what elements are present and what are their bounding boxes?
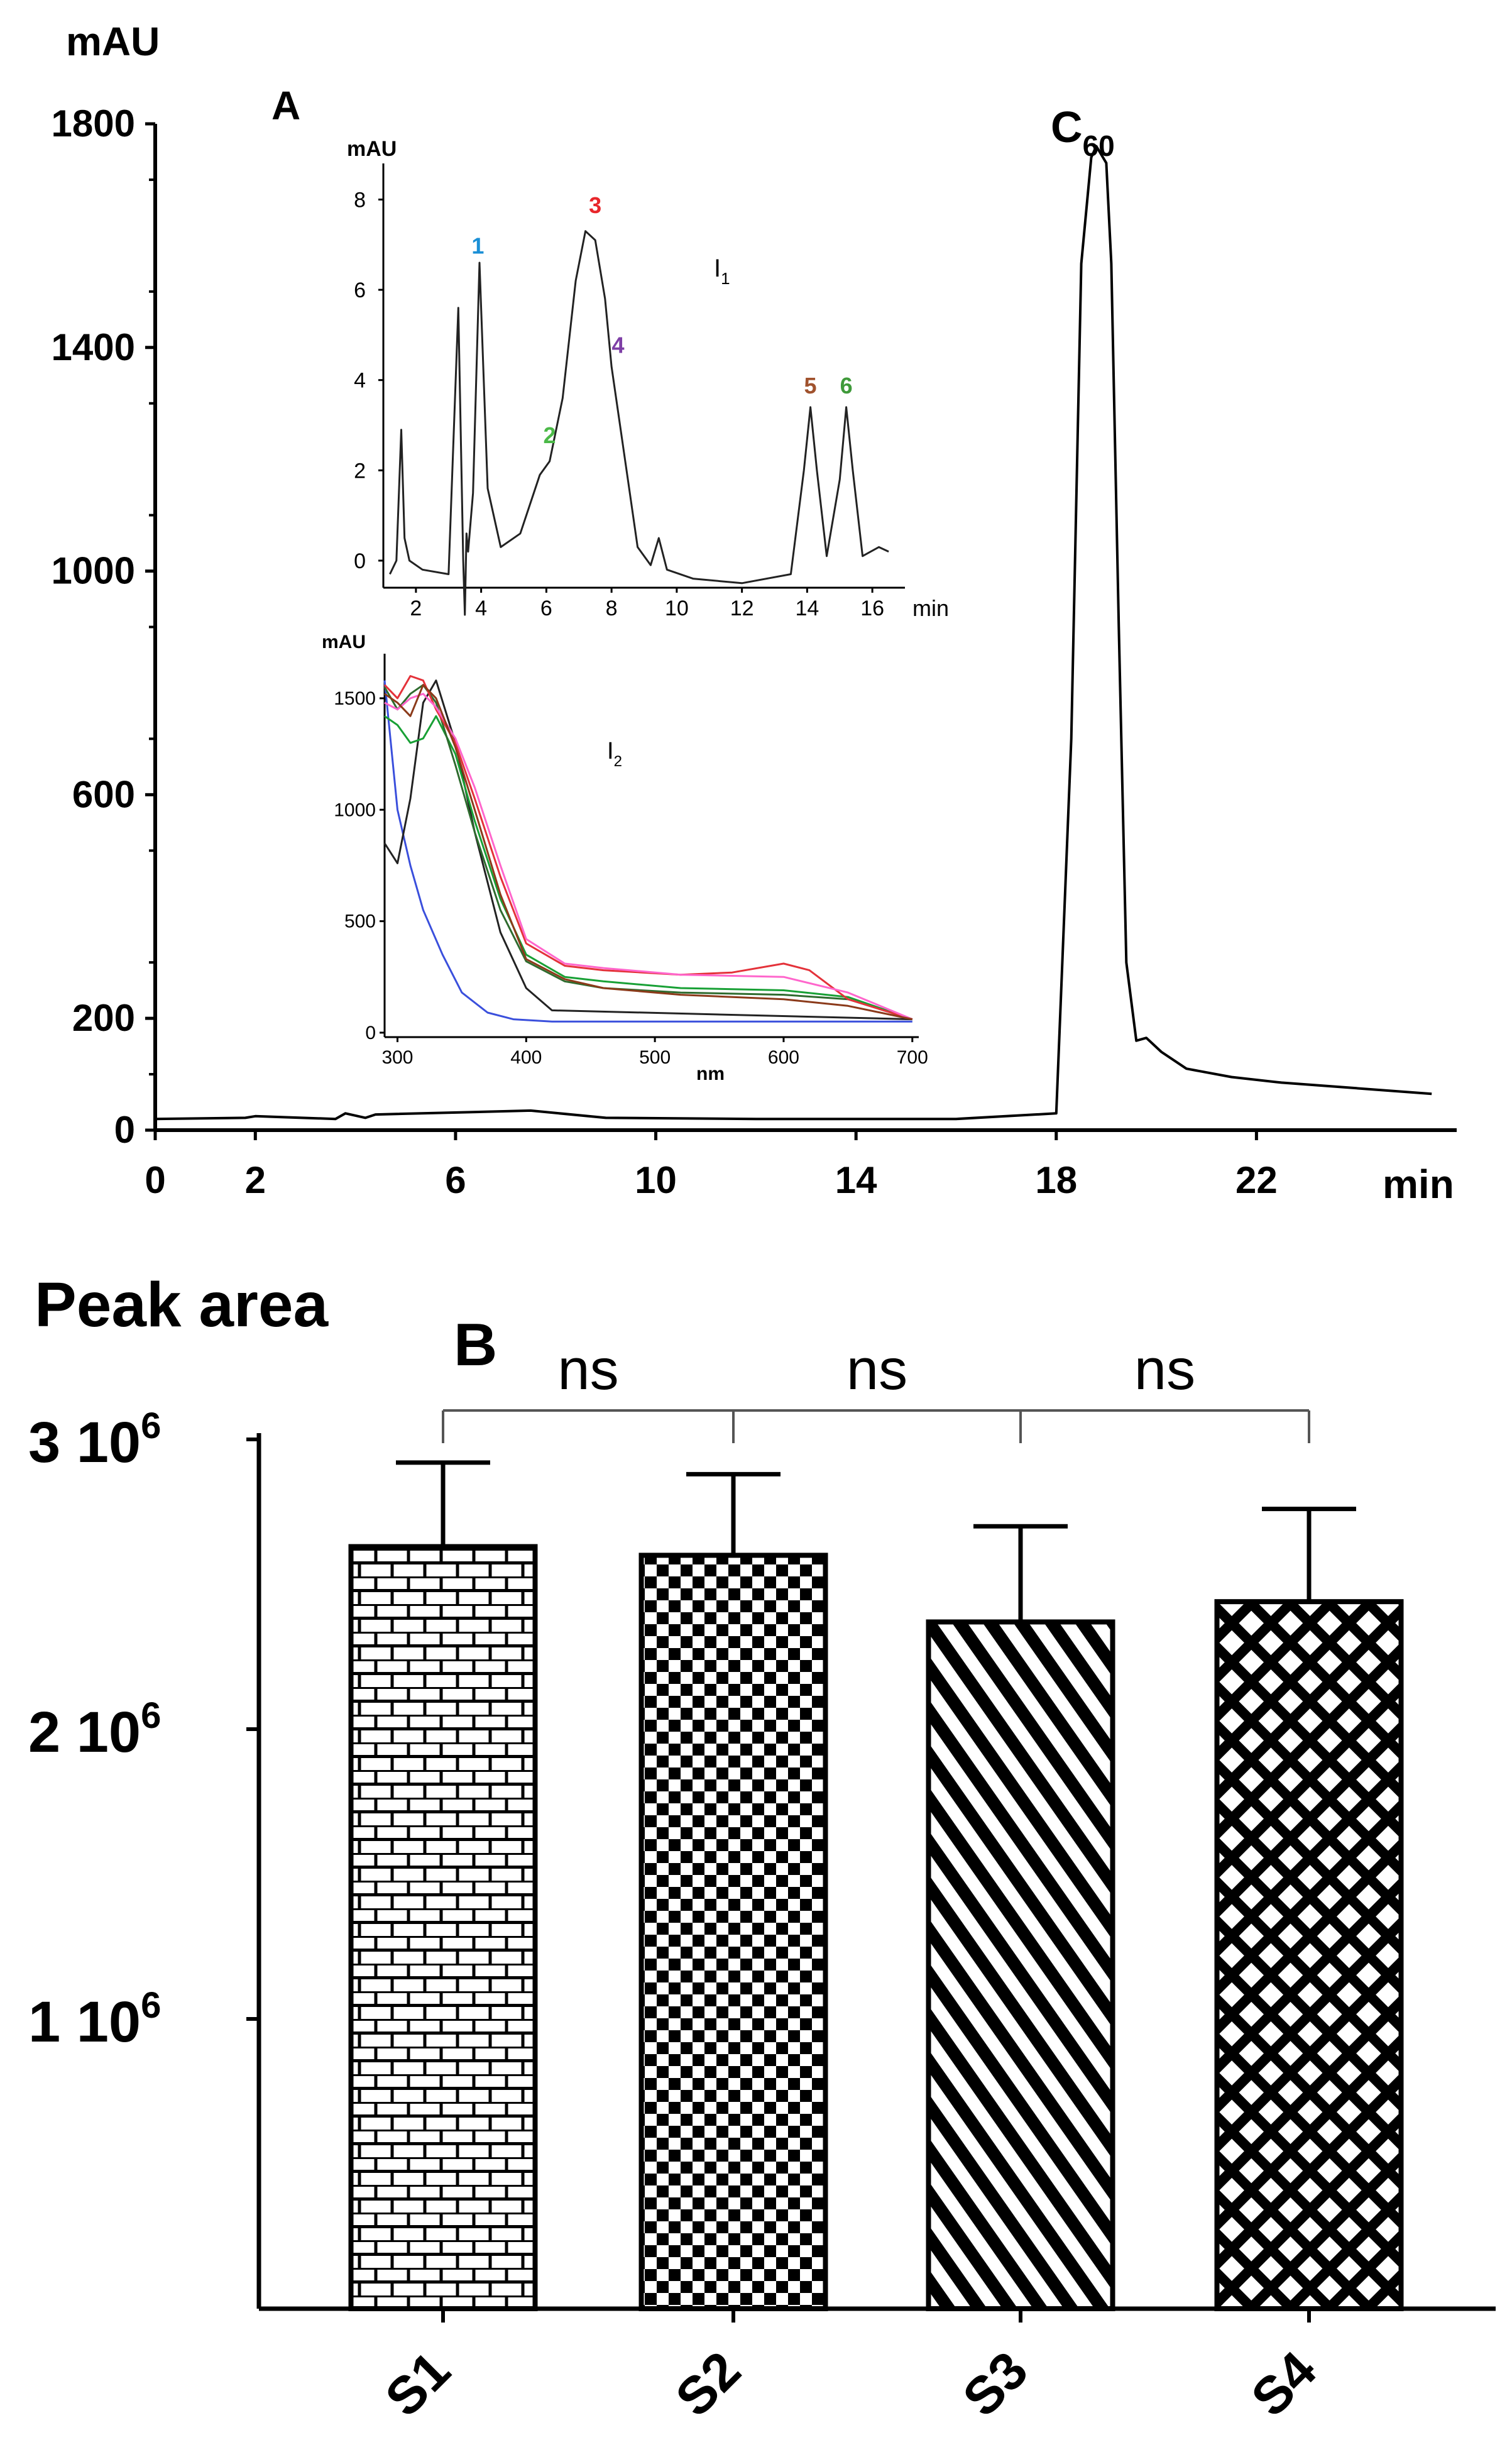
spectrum-black: [383, 679, 912, 1021]
category-label-S3: S3: [951, 2340, 1039, 2427]
bar-S2: [638, 1553, 828, 2311]
panel-a-y-tick-label: 600: [72, 773, 135, 815]
inset-i2-label: I2: [607, 738, 622, 770]
inset-i1-label: I1: [714, 255, 730, 288]
inset-i1-ylabel: mAU: [347, 137, 397, 161]
inset-i2-y-tick-label: 0: [365, 1023, 376, 1043]
significance-label: ns: [557, 1338, 618, 1402]
peak-label-4: 4: [611, 333, 624, 358]
category-label-S2: S2: [664, 2340, 752, 2427]
inset-i2-x-tick-label: 700: [897, 1047, 928, 1068]
c60-peak-label: C60: [1051, 102, 1115, 162]
inset-i1-y-tick-label: 2: [354, 459, 366, 483]
panel-a-x-tick-label: 6: [445, 1159, 466, 1201]
inset-i1-x-tick-label: 12: [730, 597, 754, 620]
inset-i2-spectra: mAU nm I2 0 500 1000 1500 300 400 500 600 700: [322, 632, 928, 1084]
inset-i1-y-tick-label: 8: [354, 188, 366, 212]
inset-i2-y-tick-label: 1000: [334, 800, 376, 820]
inset-i2-x-tick-label: 400: [510, 1047, 542, 1068]
inset-i1-x-tick-label: 10: [665, 597, 689, 620]
bar-S3: [926, 1619, 1115, 2311]
inset-i1-trace: [389, 230, 889, 616]
panel-b-y-tick-label: 1 106: [28, 1985, 161, 2054]
category-label-S4: S4: [1240, 2340, 1327, 2427]
inset-i1-y-tick-label: 4: [354, 369, 366, 393]
panel-a-label: A: [271, 83, 300, 128]
spectrum-dark-green: [383, 684, 913, 1021]
peak-area-bar-chart: Peak area B 1 106 2 106 3 106 S1 S2 S3 S4 ns n…: [28, 1270, 1496, 2427]
category-label-S1: S1: [374, 2340, 461, 2427]
peak-label-2: 2: [544, 422, 556, 448]
inset-i1-xlabel: min: [912, 595, 949, 621]
peak-label-3: 3: [589, 192, 601, 218]
spectrum-green: [384, 715, 913, 1021]
c60-chromatogram-trace: [155, 145, 1432, 1121]
peak-label-5: 5: [804, 373, 817, 399]
inset-i2-xlabel: nm: [696, 1064, 725, 1084]
inset-i2-x-tick-label: 300: [381, 1047, 413, 1068]
inset-i2-x-tick-label: 600: [768, 1047, 799, 1068]
panel-a-x-tick-label: 10: [635, 1159, 677, 1201]
bar-S1: [348, 1544, 538, 2312]
panel-a-y-tick-label: 1000: [52, 550, 135, 592]
panel-b-ylabel: Peak area: [35, 1270, 329, 1340]
panel-b-label: B: [454, 1311, 497, 1378]
inset-i1-x-tick-label: 4: [475, 597, 487, 620]
panel-b-y-tick-label: 2 106: [28, 1695, 161, 1764]
peak-label-1: 1: [471, 233, 484, 259]
panel-a-y-tick-label: 0: [114, 1109, 135, 1151]
inset-i1-y-tick-label: 0: [354, 549, 366, 573]
peak-label-6: 6: [840, 373, 853, 399]
panel-a-x-tick-label: 0: [145, 1159, 165, 1201]
inset-i1-x-tick-label: 14: [795, 597, 819, 620]
panel-a-y-tick-label: 200: [72, 997, 135, 1039]
inset-i2-y-tick-label: 500: [344, 911, 376, 932]
bar-S4: [1214, 1599, 1404, 2311]
panel-a-ylabel: mAU: [66, 19, 160, 64]
panel-a-y-tick-label: 1800: [52, 102, 135, 145]
inset-i2-x-tick-label: 500: [639, 1047, 671, 1068]
inset-i1-x-tick-label: 6: [540, 597, 552, 620]
panel-a-xlabel: min: [1383, 1162, 1454, 1207]
inset-i1-y-tick-label: 6: [354, 278, 366, 302]
panel-b-y-tick-label: 3 106: [28, 1405, 161, 1475]
spectrum-blue: [383, 680, 912, 1023]
significance-label: ns: [846, 1338, 907, 1402]
panel-a-x-tick-label: 18: [1035, 1159, 1077, 1201]
panel-a-x-tick-label: 2: [245, 1159, 266, 1201]
inset-i1-x-tick-label: 2: [410, 597, 422, 620]
panel-a-x-tick-label: 14: [835, 1159, 877, 1201]
panel-a-x-tick-label: 22: [1235, 1159, 1278, 1201]
panel-a-y-tick-label: 1400: [52, 326, 135, 368]
significance-label: ns: [1134, 1338, 1195, 1402]
spectrum-red: [383, 675, 913, 1021]
spectrum-pink: [384, 693, 913, 1020]
inset-i1-x-tick-label: 8: [606, 597, 618, 620]
inset-i2-y-tick-label: 1500: [334, 688, 376, 709]
inset-i2-ylabel: mAU: [322, 632, 366, 652]
spectrum-brown: [384, 684, 913, 1021]
inset-i1-x-tick-label: 16: [860, 597, 884, 620]
